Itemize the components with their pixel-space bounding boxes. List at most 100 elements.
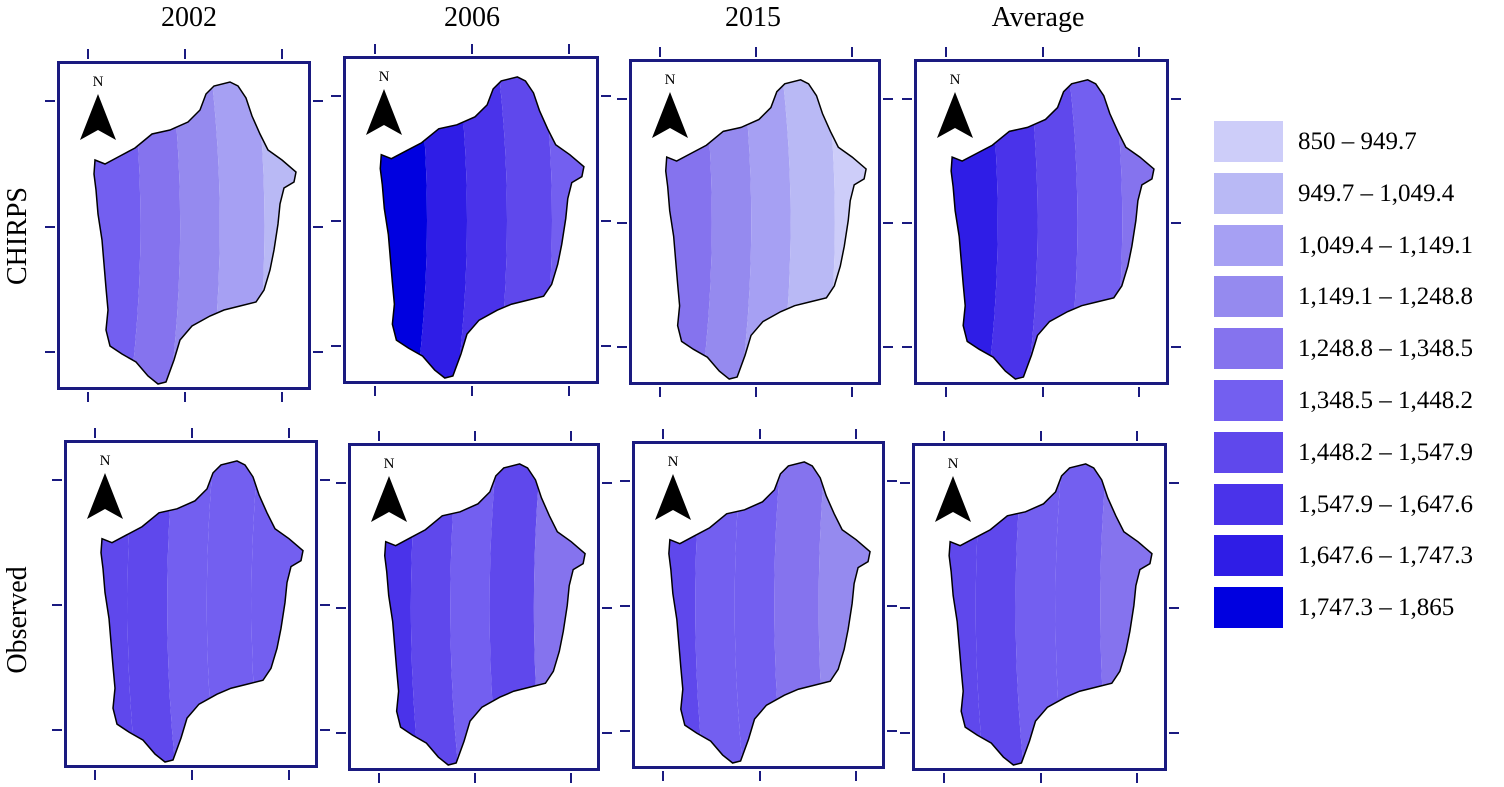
axis-tick xyxy=(887,605,897,607)
axis-tick xyxy=(942,431,945,441)
axis-tick xyxy=(320,728,330,731)
basin-map xyxy=(950,79,1155,380)
legend-swatch xyxy=(1214,535,1283,577)
basin-boundary xyxy=(950,79,1155,380)
axis-tick xyxy=(900,731,910,734)
axis-tick xyxy=(568,44,571,54)
axis-tick xyxy=(471,386,473,396)
north-label: N xyxy=(948,456,959,472)
axis-tick xyxy=(378,773,381,783)
axis-tick xyxy=(52,479,62,482)
north-arrow-icon: N xyxy=(371,456,407,522)
column-label-2015: 2015 xyxy=(725,2,781,33)
basin-map xyxy=(668,461,871,764)
column-label-2002: 2002 xyxy=(161,2,217,33)
legend-swatch xyxy=(1214,121,1283,162)
axis-tick xyxy=(1136,431,1139,441)
rainfall-zone xyxy=(251,460,303,763)
north-arrow-icon: N xyxy=(935,456,971,522)
axis-tick xyxy=(854,429,857,439)
basin-boundary xyxy=(668,461,871,764)
rainfall-zone xyxy=(734,461,784,764)
axis-tick xyxy=(287,428,290,438)
basin-map xyxy=(379,76,585,379)
axis-tick xyxy=(902,345,912,348)
axis-tick xyxy=(1171,222,1181,224)
basin-boundary xyxy=(379,76,585,379)
axis-tick xyxy=(191,770,193,780)
rainfall-zone xyxy=(533,463,586,766)
legend-swatch xyxy=(1214,276,1283,318)
axis-tick xyxy=(336,482,346,485)
map-panel-observed-average: N xyxy=(912,443,1167,771)
basin-boundary xyxy=(383,463,586,766)
axis-tick xyxy=(620,480,630,483)
axis-tick xyxy=(602,482,612,485)
basin-map xyxy=(100,460,304,763)
legend-label: 1,348.5 – 1,448.2 xyxy=(1298,387,1473,414)
legend-label: 1,248.8 – 1,348.5 xyxy=(1298,335,1473,363)
axis-tick xyxy=(331,220,341,222)
axis-tick xyxy=(320,604,330,606)
axis-tick xyxy=(1041,387,1044,397)
axis-tick xyxy=(313,225,323,228)
axis-tick xyxy=(944,387,947,397)
axis-tick xyxy=(1171,345,1181,348)
axis-tick xyxy=(313,350,323,353)
axis-tick xyxy=(569,773,572,783)
axis-tick xyxy=(191,428,193,438)
axis-tick xyxy=(1171,98,1181,101)
axis-tick xyxy=(755,387,757,397)
axis-tick xyxy=(601,95,611,98)
rainfall-zone xyxy=(1100,463,1152,766)
map-panel-chirps-average: N xyxy=(914,59,1169,385)
axis-tick xyxy=(568,386,571,396)
north-label: N xyxy=(665,72,676,88)
legend-swatch xyxy=(1214,172,1283,214)
axis-tick xyxy=(602,731,612,734)
legend-swatch xyxy=(1214,587,1283,629)
axis-tick xyxy=(184,49,186,59)
legend-label: 1,747.3 – 1,865 xyxy=(1298,594,1455,622)
legend-label: 1,049.4 – 1,149.1 xyxy=(1298,231,1473,259)
axis-tick xyxy=(755,47,757,57)
axis-tick xyxy=(1041,47,1044,57)
map-panel-chirps-2002: N xyxy=(57,61,311,390)
axis-tick xyxy=(373,386,376,396)
north-arrow-icon: N xyxy=(87,453,123,519)
axis-tick xyxy=(850,47,853,57)
axis-tick xyxy=(758,429,761,439)
basin-map xyxy=(93,81,297,385)
map-panel-chirps-2015: N xyxy=(629,59,881,385)
axis-tick xyxy=(1039,773,1042,783)
axis-tick xyxy=(1138,47,1141,57)
axis-tick xyxy=(620,729,630,732)
rainfall-zone xyxy=(1015,463,1065,766)
axis-tick xyxy=(1136,773,1139,783)
axis-tick xyxy=(45,100,55,103)
axis-tick xyxy=(313,100,323,103)
basin-map xyxy=(664,79,867,380)
axis-tick xyxy=(602,607,612,609)
axis-tick xyxy=(620,605,630,607)
axis-tick xyxy=(474,773,476,783)
axis-tick xyxy=(52,604,62,606)
axis-tick xyxy=(336,607,346,609)
north-label: N xyxy=(100,453,111,469)
basin-boundary xyxy=(100,460,304,763)
north-label: N xyxy=(93,74,104,90)
axis-tick xyxy=(1138,387,1141,397)
rainfall-zone xyxy=(1026,79,1078,380)
legend-swatch xyxy=(1214,483,1283,525)
axis-tick xyxy=(287,770,290,780)
axis-tick xyxy=(569,431,572,441)
axis-tick xyxy=(850,387,853,397)
legend-label: 1,448.2 – 1,547.9 xyxy=(1298,438,1473,466)
axis-tick xyxy=(942,773,945,783)
column-label-average: Average xyxy=(991,2,1085,33)
axis-tick xyxy=(883,98,893,101)
axis-tick xyxy=(659,387,662,397)
row-label-observed: Observed xyxy=(2,566,33,674)
legend-swatch xyxy=(1214,328,1283,370)
axis-tick xyxy=(280,392,283,402)
